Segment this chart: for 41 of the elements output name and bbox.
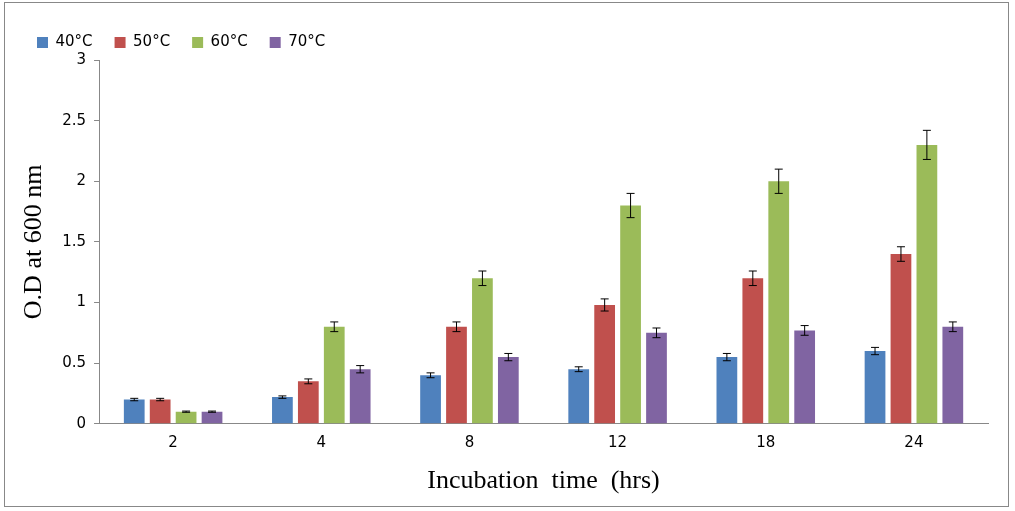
x-tick-label: 2 — [168, 432, 178, 451]
bar — [123, 399, 145, 424]
bar — [472, 278, 493, 424]
y-axis-title: O.D at 600 nm — [18, 164, 48, 320]
bar — [594, 304, 616, 424]
bar — [742, 278, 764, 424]
x-tick-label: 12 — [608, 432, 628, 451]
bar — [620, 205, 641, 424]
bar — [497, 357, 519, 424]
bar — [323, 326, 345, 424]
x-tick-label: 8 — [464, 432, 475, 451]
x-tick-label: 4 — [316, 432, 327, 451]
bar — [420, 375, 441, 424]
y-tick-label: 2 — [76, 171, 87, 190]
y-tick-label: 1 — [76, 292, 87, 311]
bar — [942, 326, 964, 424]
bar — [297, 381, 319, 424]
legend-label: 40°C — [55, 32, 93, 51]
y-tick-label: 1.5 — [62, 231, 87, 250]
x-tick-label: 24 — [904, 432, 924, 451]
y-tick-label: 0.5 — [62, 353, 87, 372]
bar — [716, 357, 738, 424]
bar — [568, 369, 590, 424]
bar — [149, 399, 171, 424]
legend-label: 50°C — [133, 32, 171, 51]
bar — [768, 181, 790, 424]
bar — [646, 332, 667, 424]
y-tick-label: 3 — [76, 49, 87, 68]
bar — [446, 326, 467, 424]
y-tick-label: 0 — [76, 413, 87, 432]
bar — [349, 369, 371, 424]
bar — [916, 144, 938, 424]
x-tick-label: 18 — [756, 432, 776, 451]
legend-label: 70°C — [288, 32, 326, 51]
y-tick-label: 2.5 — [62, 110, 87, 129]
bar — [272, 397, 293, 424]
bar — [794, 330, 816, 424]
bar — [864, 351, 886, 424]
x-axis-title: Incubation time (hrs) — [427, 465, 660, 495]
legend-label: 60°C — [210, 32, 248, 51]
bar — [890, 254, 912, 424]
